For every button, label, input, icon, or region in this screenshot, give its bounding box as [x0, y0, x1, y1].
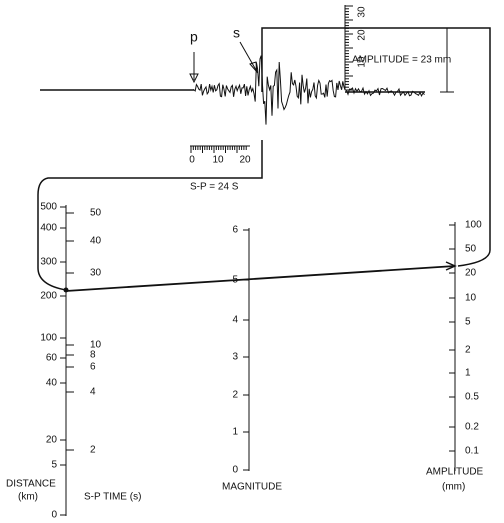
amplitude-label: 2 — [465, 345, 471, 356]
magnitude-label: 0 — [232, 465, 238, 476]
sp-label: 6 — [90, 362, 96, 373]
p-label: p — [190, 29, 198, 45]
sp-note: S-P = 24 S — [190, 182, 239, 193]
magnitude-label: 2 — [232, 390, 238, 401]
amplitude-unit: (mm) — [442, 482, 465, 493]
amplitude-label: 5 — [465, 317, 471, 328]
distance-label: 20 — [46, 435, 58, 446]
distance-label: 100 — [40, 333, 57, 344]
amplitude-label: 0.5 — [465, 392, 479, 403]
distance-unit: (km) — [18, 492, 38, 503]
distance-label: 0 — [51, 510, 57, 521]
sp-label: 10 — [90, 340, 102, 351]
distance-label: 5 — [51, 460, 57, 471]
distance-label: 40 — [46, 378, 58, 389]
distance-label: 500 — [40, 202, 57, 213]
magnitude-label: 3 — [232, 352, 238, 363]
amplitude-note: AMPLITUDE = 23 mm — [352, 55, 451, 66]
magnitude-label: 5 — [232, 275, 238, 286]
sp-label: 8 — [90, 350, 96, 361]
sp-label: 4 — [90, 387, 96, 398]
amp-ruler-label: 10 — [357, 56, 368, 68]
p-arrowhead — [189, 73, 199, 84]
sp-connector — [37, 140, 263, 291]
distance-label: 300 — [40, 257, 57, 268]
amplitude-label: 1 — [465, 368, 471, 379]
amplitude-label: 0.1 — [465, 446, 479, 457]
s-label: s — [233, 25, 240, 41]
amplitude-title: AMPLITUDE — [426, 467, 484, 478]
magnitude-label: 4 — [232, 315, 238, 326]
s-arrow — [239, 41, 257, 71]
magnitude-label: 6 — [232, 225, 238, 236]
waveform — [193, 55, 425, 125]
sp-label: 2 — [90, 445, 96, 456]
amplitude-label: 50 — [465, 244, 477, 255]
distance-label: 200 — [40, 291, 57, 302]
time-label: 10 — [212, 155, 224, 166]
amp-ruler-label: 30 — [357, 6, 368, 18]
amp-ruler-label: 20 — [357, 29, 368, 41]
amplitude-connector — [261, 27, 491, 267]
amplitude-label: 100 — [465, 220, 482, 231]
amplitude-label: 0.2 — [465, 422, 479, 433]
distance-title: DISTANCE — [6, 479, 56, 490]
sp-label: 30 — [90, 268, 102, 279]
sp-title: S-P TIME (s) — [84, 492, 141, 503]
time-label: 0 — [189, 155, 195, 166]
amplitude-label: 20 — [465, 268, 477, 279]
magnitude-label: 1 — [232, 427, 238, 438]
nomogram-line — [65, 265, 456, 292]
sp-label: 50 — [90, 208, 102, 219]
amplitude-label: 10 — [465, 293, 477, 304]
time-label: 20 — [239, 155, 251, 166]
sp-label: 40 — [90, 236, 102, 247]
distance-label: 400 — [40, 223, 57, 234]
magnitude-title: MAGNITUDE — [222, 482, 282, 493]
distance-label: 60 — [46, 353, 58, 364]
